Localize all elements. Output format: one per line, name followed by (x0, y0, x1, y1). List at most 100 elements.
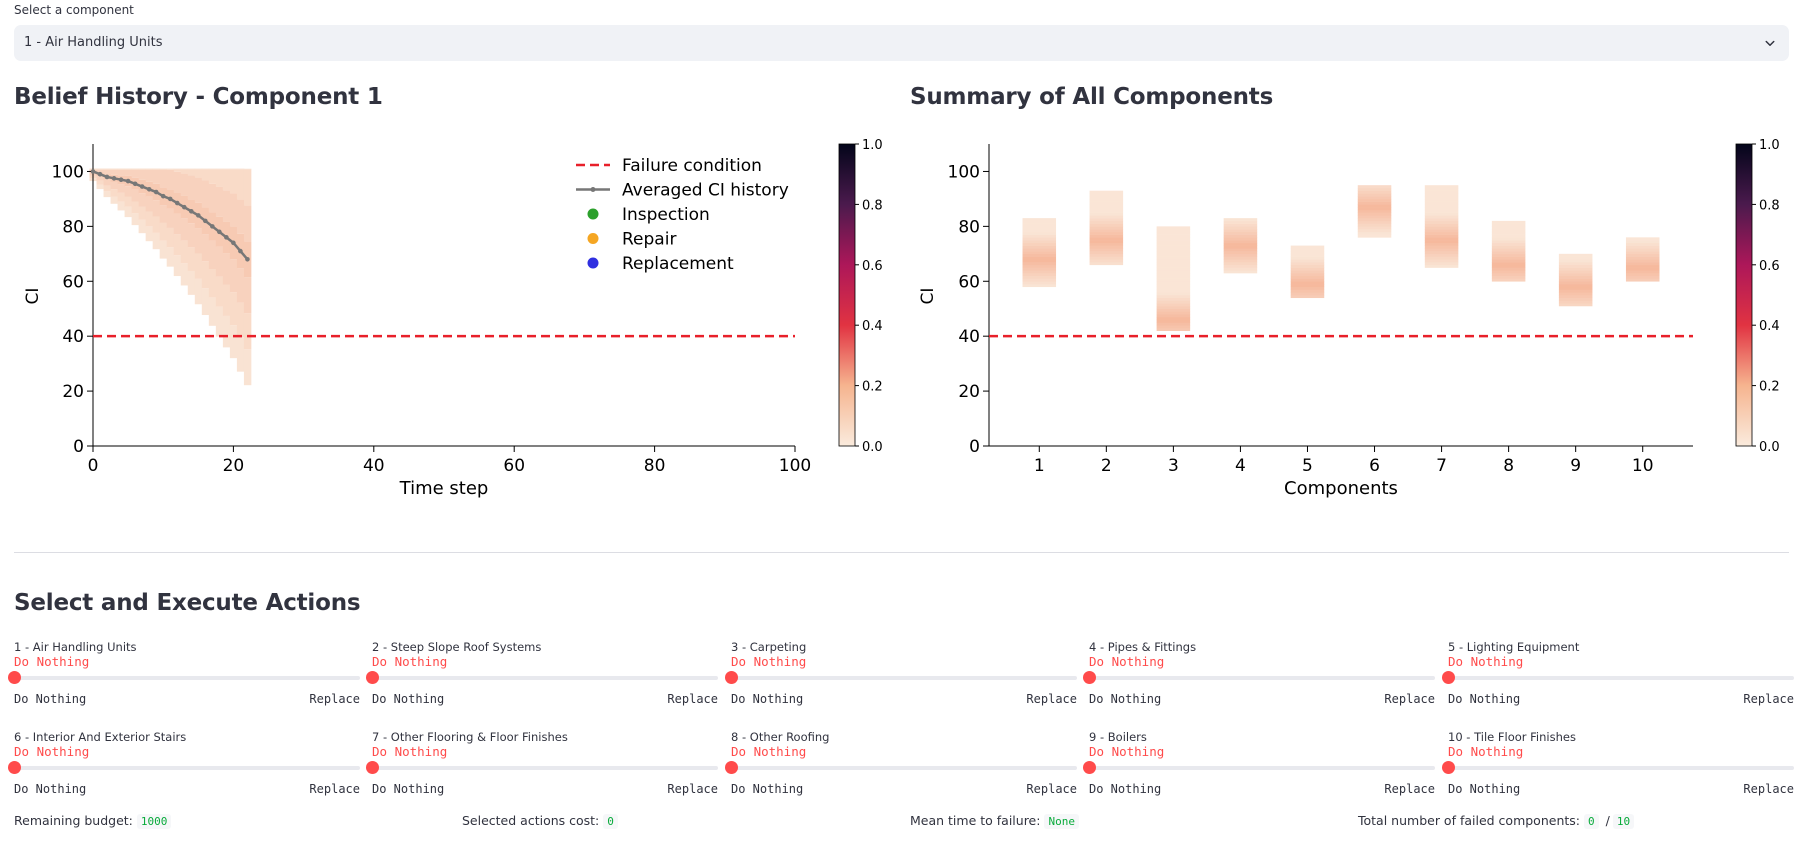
slider-thumb[interactable] (8, 761, 21, 774)
summary-heat-cell (1089, 234, 1124, 238)
mttf-label: Mean time to failure: (910, 813, 1041, 828)
action-slider-10[interactable]: 10 - Tile Floor Finishes Do Nothing Do Not… (1442, 730, 1794, 810)
slider-max-label: Replace (1743, 782, 1794, 796)
action-slider-7[interactable]: 7 - Other Flooring & Floor Finishes Do No… (366, 730, 718, 810)
summary-heat-cell (1424, 196, 1459, 200)
summary-heat-cell (1022, 253, 1057, 257)
slider-thumb[interactable] (1083, 761, 1096, 774)
summary-heat-cell (1357, 207, 1392, 211)
summary-heat-cell (1625, 253, 1660, 257)
action-slider-9[interactable]: 9 - Boilers Do Nothing Do Nothing Replace (1083, 730, 1435, 810)
belief-legend: Failure condition Averaged CI history Insp… (576, 156, 789, 274)
slider-track[interactable] (731, 676, 1077, 680)
averaged-ci-point (203, 218, 208, 224)
belief-heat-cell (131, 168, 140, 178)
summary-heat-cell (1424, 259, 1459, 263)
belief-heat-cell (187, 168, 196, 176)
summary-heat-cell (1491, 220, 1526, 224)
belief-heat-cell (110, 168, 118, 175)
summary-heat-cell (1022, 267, 1057, 271)
component-select[interactable]: 1 - Air Handling Units (14, 25, 1789, 61)
summary-heat-cell (1022, 242, 1057, 246)
slider-thumb[interactable] (366, 761, 379, 774)
belief-heat-cell (229, 168, 238, 170)
summary-heat-cell (1290, 251, 1325, 255)
averaged-ci-point (231, 240, 236, 246)
summary-heat-cell (1357, 226, 1392, 230)
slider-track[interactable] (1448, 766, 1794, 770)
summary-heat-cell (1156, 240, 1191, 244)
slider-track[interactable] (1448, 676, 1794, 680)
summary-heat-cell (1223, 264, 1258, 268)
belief-heat-cell (208, 168, 217, 170)
summary-heat-cell (1491, 242, 1526, 246)
summary-heat-cell (1156, 327, 1191, 331)
summary-heat-cell (1491, 253, 1526, 257)
action-slider-2[interactable]: 2 - Steep Slope Roof Systems Do Nothing Do… (366, 640, 718, 720)
slider-thumb[interactable] (1442, 761, 1455, 774)
summary-heat-cell (1424, 237, 1459, 241)
summary-heat-cell (1223, 234, 1258, 238)
summary-heat-cell (1424, 198, 1459, 202)
summary-heat-cell (1424, 209, 1459, 213)
action-slider-4[interactable]: 4 - Pipes & Fittings Do Nothing Do Nothing… (1083, 640, 1435, 720)
slider-thumb[interactable] (8, 671, 21, 684)
action-slider-1[interactable]: 1 - Air Handling Units Do Nothing Do Nothi… (8, 640, 360, 720)
summary-heat-cell (1424, 234, 1459, 238)
summary-heat-cell (1089, 242, 1124, 246)
belief-heat-cell (208, 268, 217, 298)
averaged-ci-point (97, 171, 103, 177)
slider-track[interactable] (1089, 766, 1435, 770)
summary-heat-cell (1424, 212, 1459, 216)
belief-heat-cell (229, 259, 238, 293)
summary-ylabel: CI (918, 288, 938, 305)
summary-cbtick-label: 0.6 (1759, 259, 1780, 274)
slider-max-label: Replace (667, 782, 718, 796)
summary-heat-cell (1357, 223, 1392, 227)
averaged-ci-point (111, 176, 117, 181)
summary-xtick-label: 10 (1632, 456, 1654, 476)
action-slider-5[interactable]: 5 - Lighting Equipment Do Nothing Do Nothi… (1442, 640, 1794, 720)
slider-track[interactable] (1089, 676, 1435, 680)
slider-thumb[interactable] (725, 671, 738, 684)
summary-heat-cell (1089, 251, 1124, 255)
summary-heat-cell (1089, 196, 1124, 200)
summary-xtick-label: 8 (1503, 456, 1514, 476)
summary-heat-cell (1558, 289, 1593, 293)
averaged-ci-point (238, 248, 243, 254)
belief-heat-cell (173, 234, 182, 256)
belief-heat-cell (173, 213, 182, 235)
slider-thumb[interactable] (366, 671, 379, 684)
action-slider-6[interactable]: 6 - Interior And Exterior Stairs Do Nothi… (8, 730, 360, 810)
belief-heat-cell (180, 168, 189, 170)
belief-ytick-label: 80 (62, 217, 84, 237)
action-slider-3[interactable]: 3 - Carpeting Do Nothing Do Nothing Replace (725, 640, 1077, 720)
slider-track[interactable] (731, 766, 1077, 770)
slider-track[interactable] (14, 766, 360, 770)
summary-heat-cell (1156, 264, 1191, 268)
slider-track[interactable] (14, 676, 360, 680)
belief-heat-cell (180, 263, 189, 286)
summary-heat-cell (1558, 256, 1593, 260)
belief-cbtick-label: 0.6 (862, 259, 883, 274)
summary-heat-cell (1156, 231, 1191, 235)
summary-heat-cell (1625, 242, 1660, 246)
belief-ytick-label: 20 (62, 382, 84, 402)
belief-heat-cell (145, 168, 154, 182)
summary-cbtick-label: 0.4 (1759, 319, 1780, 334)
summary-heat-cell (1022, 270, 1057, 274)
slider-thumb[interactable] (725, 761, 738, 774)
summary-heat-cell (1290, 295, 1325, 299)
slider-track[interactable] (372, 676, 718, 680)
slider-track[interactable] (372, 766, 718, 770)
slider-thumb[interactable] (1442, 671, 1455, 684)
summary-heat-cell (1558, 264, 1593, 268)
belief-heat-cell (236, 168, 245, 170)
slider-thumb[interactable] (1083, 671, 1096, 684)
summary-heat-cell (1089, 226, 1124, 230)
mttf-value: None (1044, 814, 1079, 829)
summary-heat-cell (1223, 226, 1258, 230)
summary-heat-cell (1022, 231, 1057, 235)
action-slider-8[interactable]: 8 - Other Roofing Do Nothing Do Nothing Rep… (725, 730, 1077, 810)
belief-heat-cell (215, 246, 224, 277)
